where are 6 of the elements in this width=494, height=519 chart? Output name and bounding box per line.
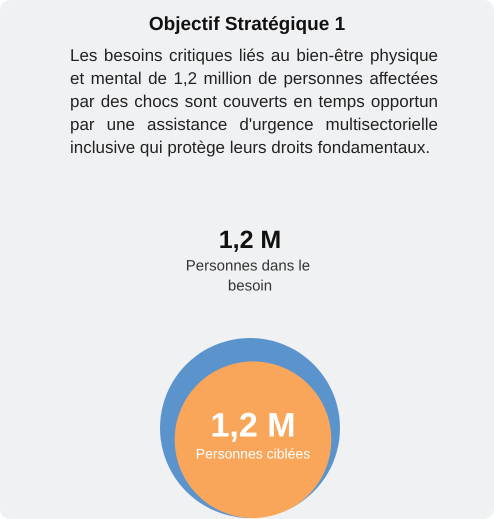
data-label: 1,2 M	[218, 226, 282, 254]
category-label: Personnes dans le besoin	[186, 258, 314, 294]
data-label: 1,2 M	[210, 406, 296, 445]
text: Les besoins critiques liés au bien-être physique et mental de 1,2 million de personnes affectées par des chocs sont couverts en temps opportun par une assistance d'urgence multisectorielle inclusive qui protège leurs droits fondamentaux.	[70, 45, 438, 159]
category-label: Personnes ciblées	[196, 446, 310, 462]
text: Objectif Stratégique 1	[148, 14, 346, 35]
